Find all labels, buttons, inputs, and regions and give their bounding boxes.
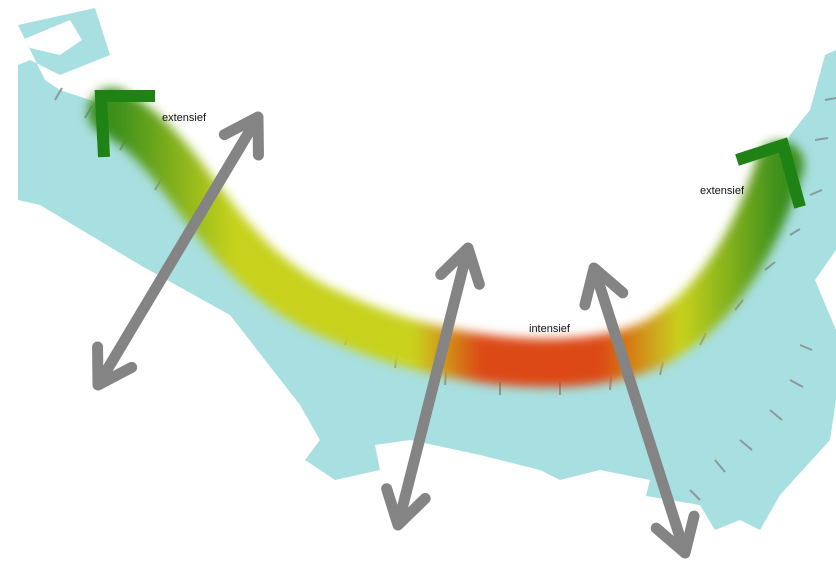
double-arrow — [92, 111, 264, 391]
harbour-inlet — [22, 20, 82, 55]
groyne-tick — [54, 87, 63, 101]
double-arrow — [381, 242, 485, 531]
groyne-tick — [739, 439, 753, 451]
label-extensive-right: extensief — [700, 185, 745, 197]
groyne-tick — [789, 228, 801, 236]
groyne-tick — [814, 137, 829, 141]
groyne-tick — [799, 344, 813, 351]
groyne-tick — [764, 261, 776, 271]
groyne-tick — [769, 409, 783, 421]
groyne-tick — [789, 379, 804, 388]
groyne-tick — [824, 97, 836, 101]
groyne-tick — [734, 299, 744, 311]
label-intensive: intensief — [529, 323, 571, 335]
zone-end-bracket-left — [94, 90, 155, 158]
zone-end-bracket-right — [735, 137, 806, 209]
groyne-tick — [714, 459, 726, 473]
label-extensive-left: extensief — [162, 112, 207, 124]
double-arrows — [92, 111, 700, 559]
groyne-tick — [689, 489, 701, 501]
double-arrow — [579, 262, 700, 559]
groyne-tick — [809, 189, 823, 196]
harbour-inlet — [560, 470, 650, 500]
